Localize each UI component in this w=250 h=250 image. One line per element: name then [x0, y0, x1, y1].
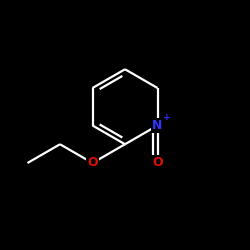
Text: O: O: [152, 156, 163, 169]
Text: N: N: [152, 119, 163, 132]
Text: O: O: [87, 156, 98, 170]
Text: +: +: [163, 113, 171, 122]
